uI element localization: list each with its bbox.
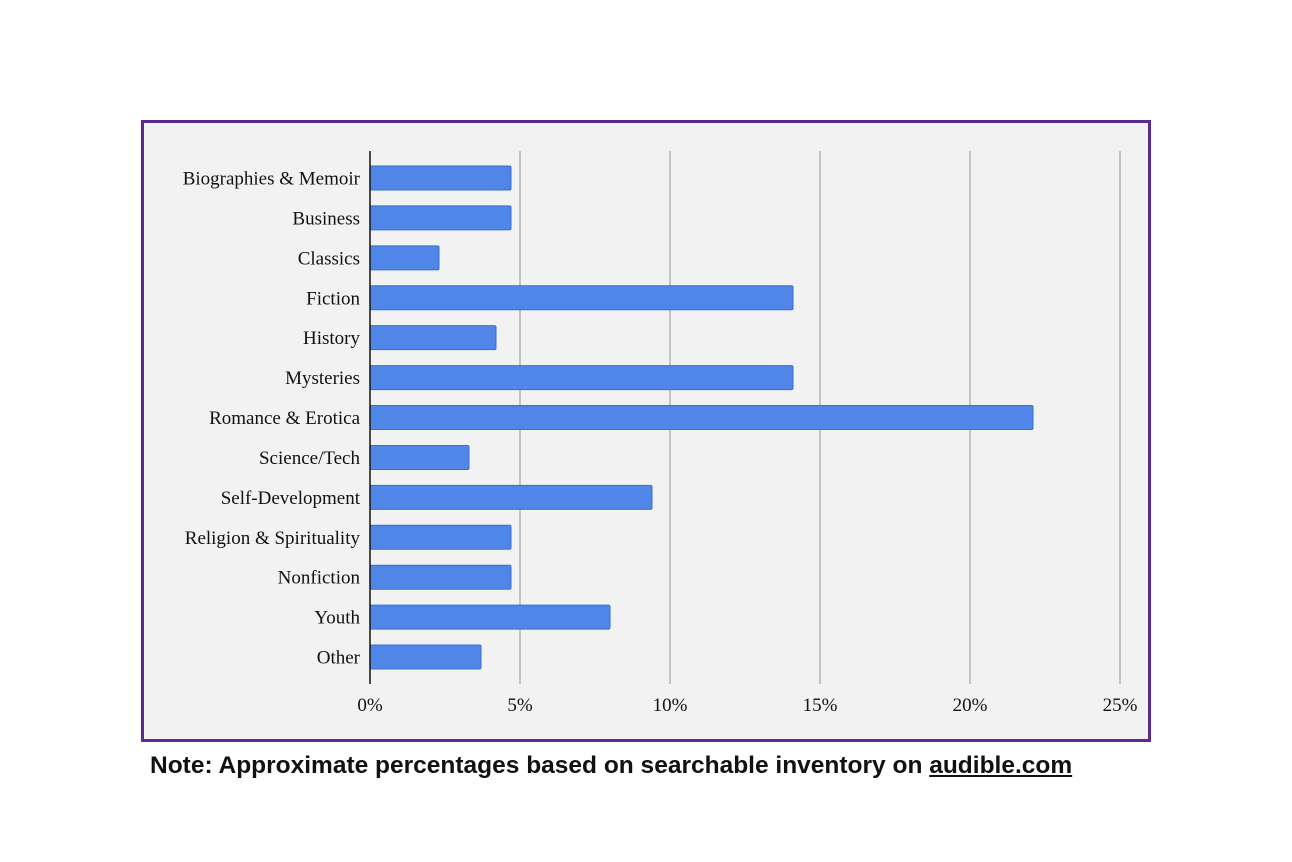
category-label: Classics — [298, 248, 360, 269]
x-tick-label: 25% — [1103, 695, 1138, 716]
footnote: Note: Approximate percentages based on s… — [150, 752, 1072, 780]
bar — [369, 524, 512, 550]
category-label: Business — [292, 208, 360, 229]
category-label: Youth — [314, 608, 360, 629]
x-tick-labels: 0% 5% 10% 15% 20% 25% — [357, 695, 1137, 716]
x-tick-label: 15% — [803, 695, 838, 716]
category-label: Religion & Spirituality — [185, 528, 361, 549]
bar — [369, 285, 794, 311]
x-tick-label: 0% — [357, 695, 383, 716]
category-labels: Biographies & Memoir Business Classics Fict… — [183, 169, 361, 669]
bar — [369, 405, 1034, 431]
x-tick-label: 10% — [653, 695, 688, 716]
category-label: Other — [317, 648, 361, 669]
footnote-text: Note: Approximate percentages based on s… — [150, 752, 930, 779]
bar — [369, 325, 497, 351]
category-label: Biographies & Memoir — [183, 169, 361, 190]
category-label: Fiction — [306, 288, 360, 309]
chart-frame: Biographies & Memoir Business Classics Fict… — [141, 120, 1151, 742]
bar — [369, 604, 611, 630]
bars — [369, 165, 1034, 670]
bar — [369, 365, 794, 391]
x-tick-label: 5% — [507, 695, 533, 716]
category-label: Romance & Erotica — [209, 408, 360, 429]
audible-link[interactable]: audible.com — [929, 752, 1073, 779]
category-label: Self-Development — [221, 488, 361, 509]
bar-chart: Biographies & Memoir Business Classics Fict… — [183, 151, 1138, 716]
bar — [369, 564, 512, 590]
bar — [369, 444, 470, 470]
category-label: History — [303, 328, 361, 349]
category-label: Nonfiction — [278, 568, 361, 589]
bar — [369, 644, 482, 670]
bar — [369, 245, 440, 271]
x-tick-label: 20% — [953, 695, 988, 716]
bar — [369, 484, 653, 510]
category-label: Science/Tech — [259, 448, 361, 469]
category-label: Mysteries — [285, 368, 360, 389]
bar — [369, 165, 512, 191]
bar — [369, 205, 512, 231]
